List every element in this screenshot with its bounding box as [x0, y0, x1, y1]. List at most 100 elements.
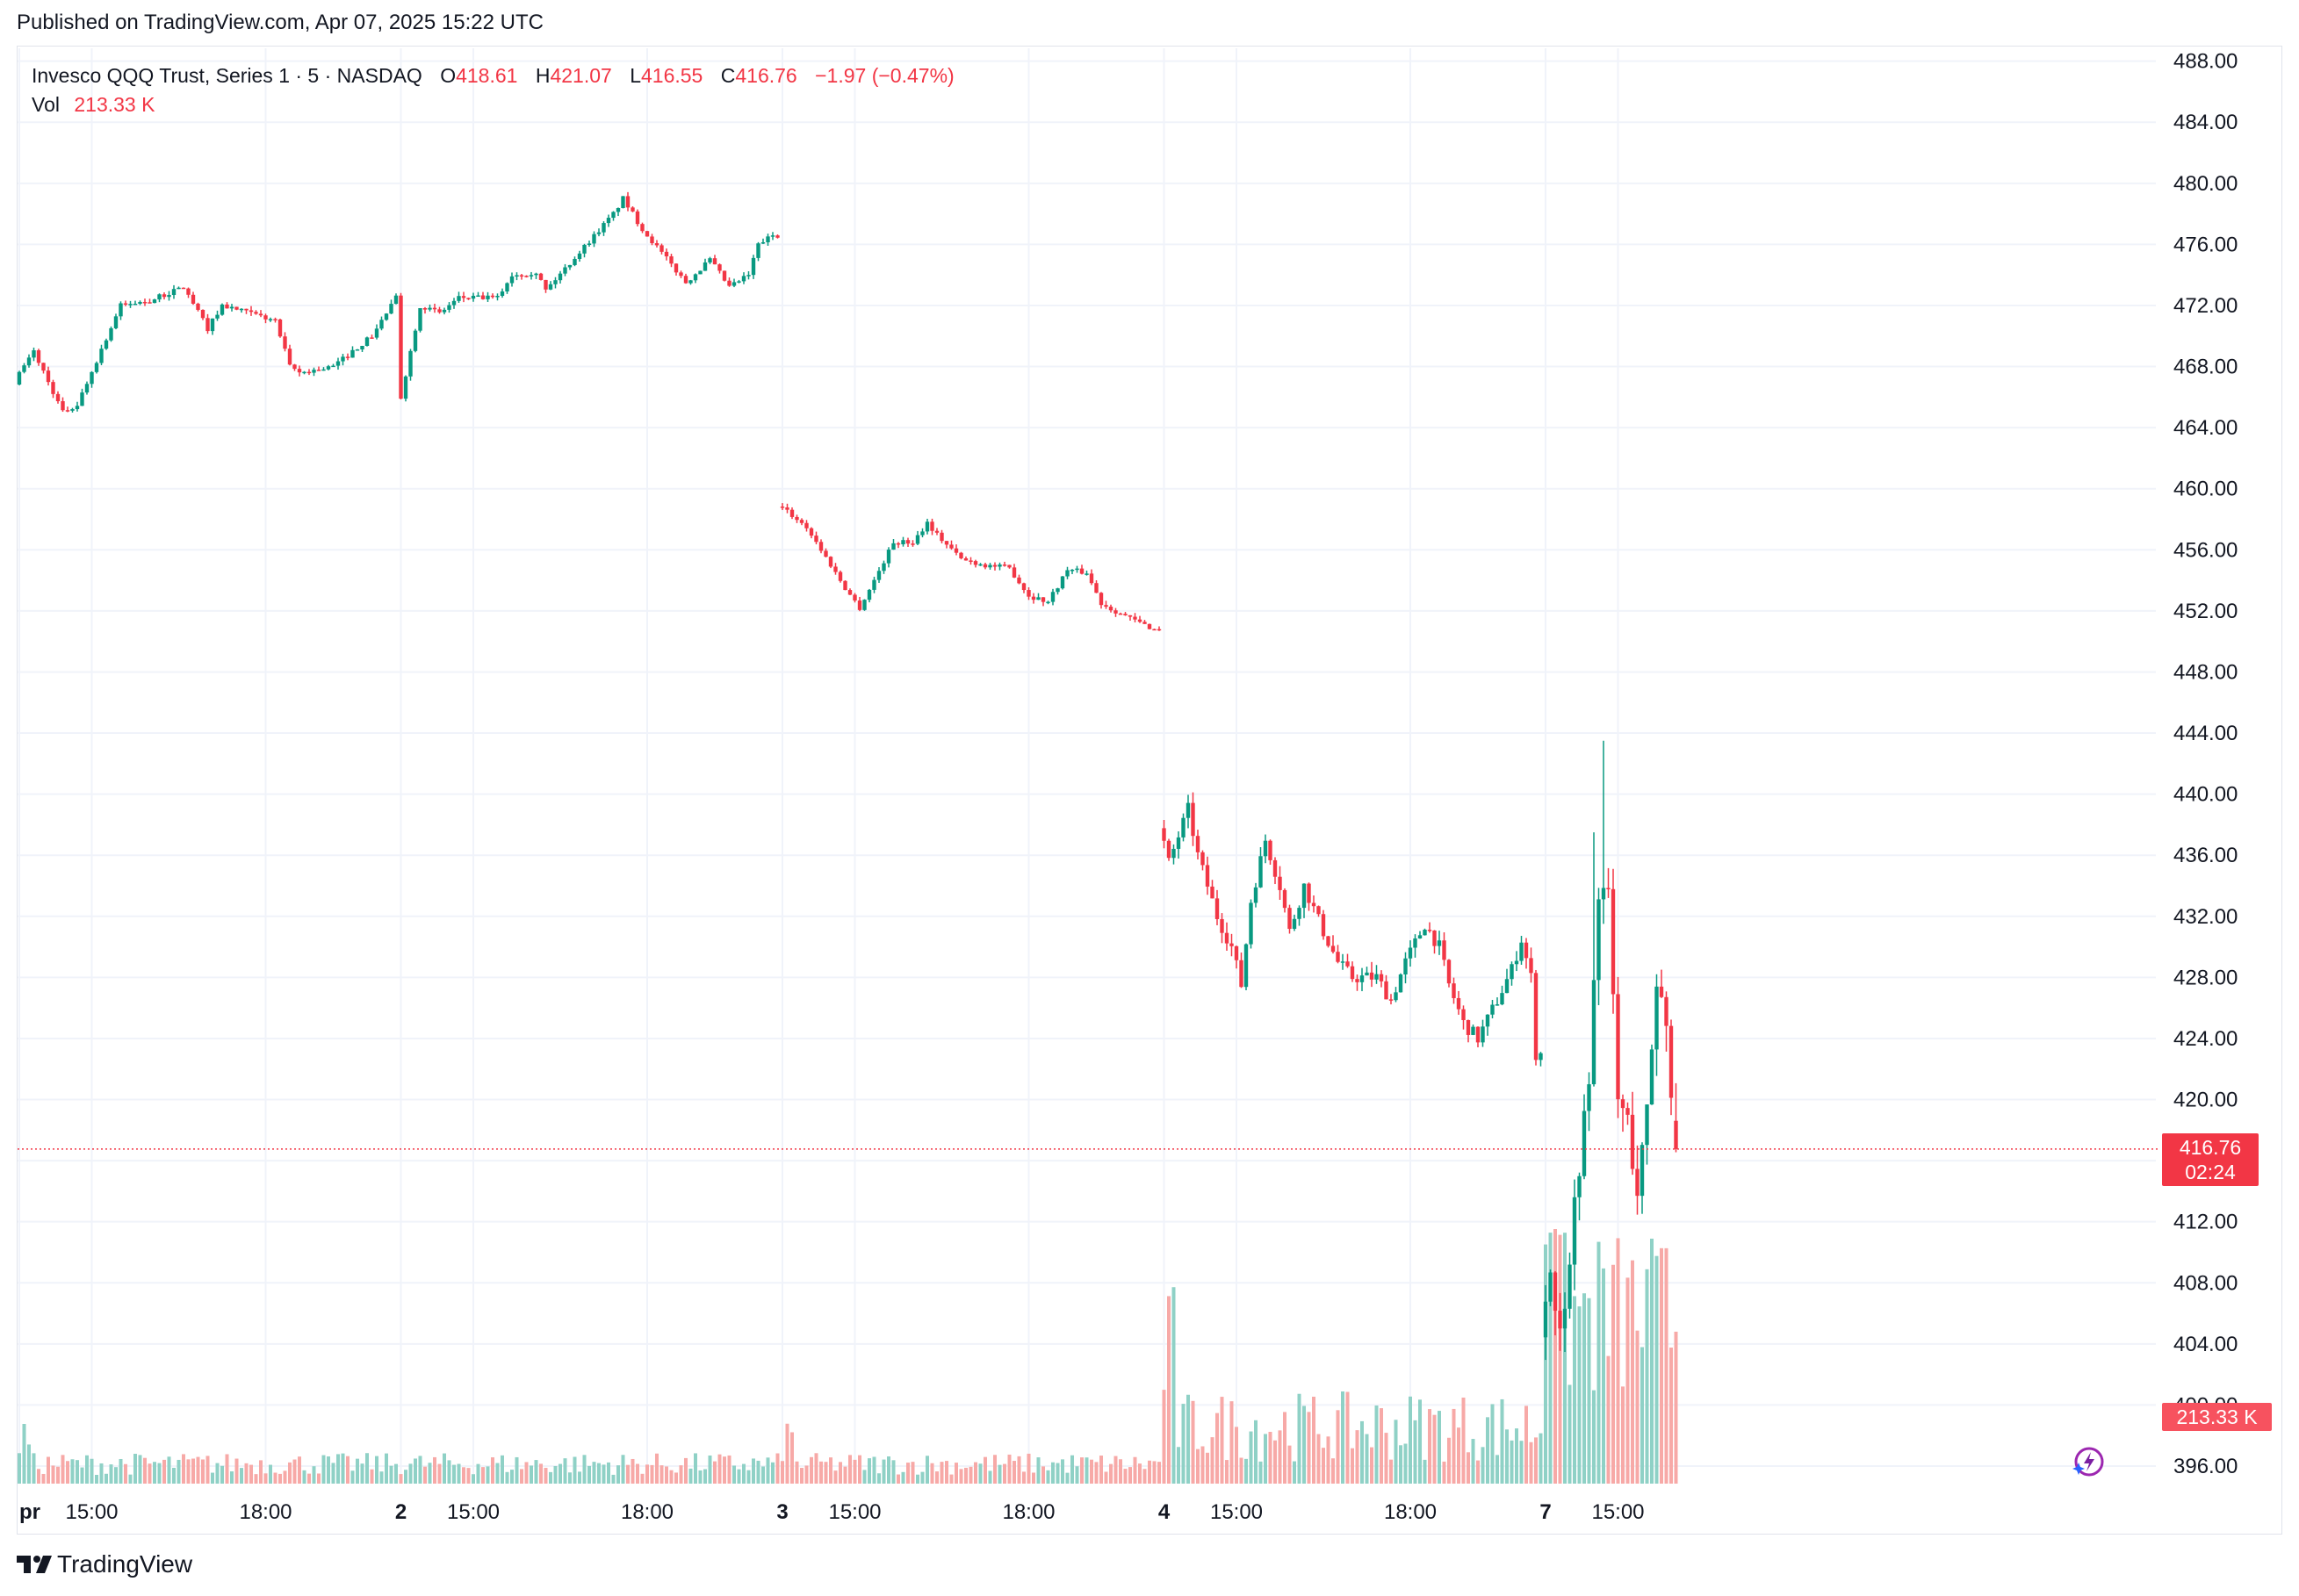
volume-bar — [949, 1474, 954, 1484]
candle-body — [780, 507, 785, 508]
volume-bar — [220, 1465, 224, 1484]
tradingview-logo[interactable]: TradingView — [17, 1550, 192, 1578]
candle-body — [882, 563, 886, 572]
candle-body — [818, 542, 824, 551]
bar-countdown: 02:24 — [2185, 1161, 2236, 1183]
candle-body — [1437, 940, 1442, 946]
volume-bar — [298, 1456, 301, 1484]
candle-body — [519, 275, 524, 277]
candle-body — [1553, 1272, 1558, 1312]
volume-bar — [645, 1464, 649, 1484]
volume-bar — [1573, 1296, 1576, 1484]
candle-body — [703, 262, 708, 271]
y-tick-label: 444.00 — [2173, 722, 2238, 745]
candle-body — [1616, 994, 1620, 1100]
volume-bar — [1374, 1405, 1379, 1484]
candle-body — [756, 243, 760, 258]
candle-body — [727, 280, 732, 286]
volume-bar — [761, 1466, 765, 1484]
candle-body — [741, 276, 746, 282]
volume-bar — [1592, 1390, 1596, 1484]
volume-bar — [1596, 1241, 1601, 1484]
candle-body — [563, 267, 567, 274]
volume-bar — [95, 1474, 98, 1484]
volume-bar — [196, 1456, 200, 1484]
candle-body — [553, 280, 558, 284]
volume-bar — [312, 1466, 316, 1484]
volume-bar — [824, 1462, 828, 1484]
close-label: C — [720, 64, 736, 87]
candle-body — [1007, 564, 1012, 568]
volume-bar — [1664, 1247, 1668, 1484]
candle-body — [640, 224, 645, 232]
volume-bar — [602, 1464, 606, 1484]
candle-body — [254, 312, 258, 314]
low-value: 416.55 — [641, 64, 703, 87]
tradingview-logo-icon — [17, 1556, 52, 1573]
volume-bar — [182, 1454, 185, 1484]
candle-body — [1408, 947, 1413, 959]
volume-bar — [694, 1453, 697, 1484]
candle-body — [306, 371, 312, 374]
candle-body — [364, 337, 370, 346]
candle-body — [133, 303, 138, 306]
volume-bar — [1616, 1238, 1620, 1484]
candle-body — [770, 235, 775, 237]
candle-body — [171, 289, 177, 296]
candle-body — [210, 318, 215, 332]
candle-body — [1625, 1108, 1630, 1115]
volume-bar — [302, 1470, 306, 1484]
candle-body — [669, 255, 674, 264]
volume-bar — [321, 1455, 326, 1484]
volume-bar — [234, 1458, 239, 1484]
volume-label[interactable]: Vol — [32, 93, 60, 116]
candle-body — [746, 275, 751, 277]
candle-body — [99, 349, 104, 363]
candle-body — [529, 275, 534, 277]
candle-body — [196, 303, 200, 310]
volume-bar — [327, 1456, 330, 1484]
candle-body — [432, 307, 437, 310]
volume-bar — [1273, 1440, 1277, 1484]
volume-bar — [350, 1470, 355, 1484]
y-tick-label: 412.00 — [2173, 1211, 2238, 1234]
symbol-title[interactable]: Invesco QQQ Trust, Series 1 · 5 · NASDAQ — [32, 64, 422, 87]
candle-body — [954, 548, 959, 553]
candle-body — [1012, 567, 1017, 578]
chart-pane[interactable] — [17, 46, 2282, 1535]
candle-body — [708, 258, 712, 262]
volume-bar — [61, 1455, 65, 1484]
candle-body — [577, 253, 582, 259]
candle-body — [283, 336, 287, 349]
volume-bar — [375, 1456, 378, 1484]
candle-body — [1147, 623, 1152, 629]
volume-bar — [611, 1474, 616, 1484]
volume-bar — [462, 1467, 465, 1484]
volume-bar — [1447, 1437, 1451, 1484]
volume-bar — [1674, 1331, 1678, 1484]
candle-body — [32, 350, 36, 358]
volume-bar — [1548, 1233, 1553, 1484]
volume-bar — [1293, 1461, 1296, 1484]
y-tick-label: 436.00 — [2173, 844, 2238, 867]
y-tick-label: 464.00 — [2173, 416, 2238, 440]
candle-body — [847, 590, 853, 595]
lightning-icon[interactable] — [2070, 1444, 2105, 1479]
volume-bar — [1090, 1459, 1093, 1484]
candle-body — [959, 552, 963, 558]
volume-bar — [167, 1456, 171, 1484]
y-tick-label: 408.00 — [2173, 1271, 2238, 1295]
candle-body — [1379, 974, 1384, 981]
candle-body — [1514, 960, 1519, 965]
volume-bar — [1413, 1420, 1417, 1484]
volume-bar — [278, 1473, 282, 1484]
volume-bar — [27, 1444, 31, 1484]
candle-body — [335, 361, 341, 366]
candle-body — [978, 564, 983, 566]
candle-body — [544, 279, 548, 290]
candle-body — [1446, 960, 1452, 984]
candle-body — [587, 243, 592, 245]
volume-bar — [481, 1467, 485, 1484]
volume-bar — [631, 1458, 635, 1484]
